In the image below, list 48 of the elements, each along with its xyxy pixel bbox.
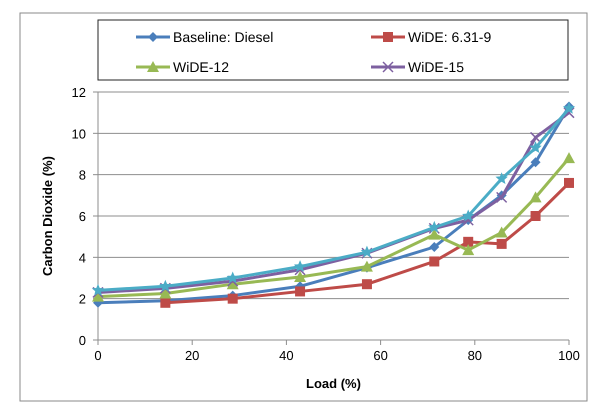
y-tick-label: 2 (78, 292, 86, 307)
y-tick-label: 4 (78, 250, 86, 266)
point (462, 244, 474, 256)
y-tick-label: 8 (78, 168, 86, 183)
x-tick-label: 60 (373, 348, 388, 363)
y-tick-label: 10 (72, 126, 86, 142)
point (429, 242, 440, 252)
x-axis-title: Load (%) (306, 376, 361, 391)
point (496, 238, 507, 249)
point (530, 211, 541, 221)
point (564, 178, 574, 188)
point (294, 270, 306, 282)
point (160, 282, 172, 294)
y-tick-label: 0 (78, 333, 86, 348)
x-tick-label: 20 (184, 348, 200, 363)
y-tick-label: 12 (72, 85, 86, 100)
point (226, 275, 238, 287)
point (562, 102, 576, 114)
point (529, 141, 542, 154)
x-tick-label: 100 (558, 348, 580, 363)
legend-label: WiDE-15 (408, 59, 464, 75)
point (462, 210, 474, 222)
y-axis-title: Carbon Dioxide (%) (40, 156, 55, 276)
x-tick-label: 0 (94, 348, 102, 363)
legend-label: WiDE-12 (173, 59, 230, 75)
point (362, 279, 372, 290)
legend-label: Baseline: Diesel (173, 29, 274, 45)
point (563, 106, 575, 118)
point (228, 294, 238, 304)
point (226, 272, 239, 284)
y-tick-label: 6 (78, 209, 86, 224)
point (496, 192, 508, 204)
legend-label: WiDE: 6.31-9 (408, 29, 492, 45)
point (563, 152, 575, 164)
point (463, 236, 474, 247)
point (530, 191, 542, 202)
point (92, 286, 104, 298)
point (295, 286, 306, 296)
x-tick-label: 40 (279, 348, 294, 363)
point (429, 256, 440, 266)
point (495, 172, 508, 184)
point (530, 132, 542, 144)
point (530, 157, 541, 168)
x-tick-label: 80 (468, 348, 482, 363)
point (159, 280, 172, 292)
point (92, 284, 104, 296)
point (496, 226, 508, 238)
point (428, 228, 440, 240)
